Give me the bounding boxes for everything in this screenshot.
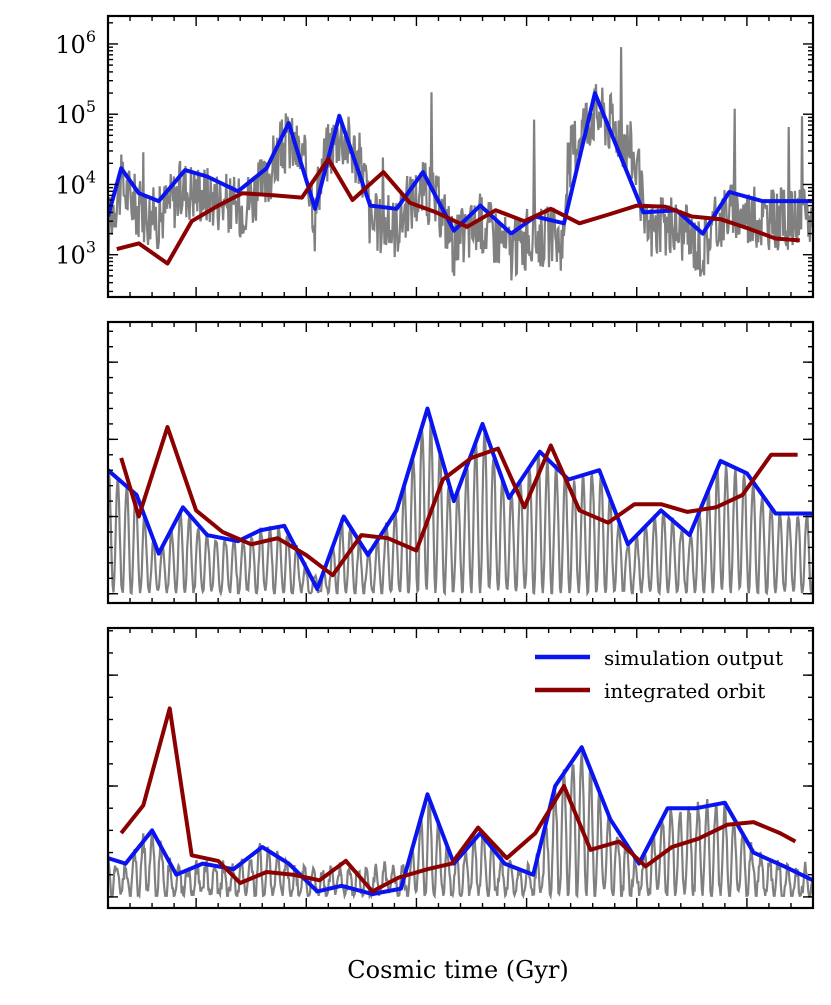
background-trajectory-trace: [108, 47, 813, 281]
y-tick-label: 106: [55, 27, 96, 59]
y-tick-label-base: 10: [55, 31, 86, 59]
y-tick-label: 105: [55, 97, 96, 129]
y-tick-label: 103: [55, 238, 96, 270]
y-tick-label-exponent: 4: [86, 167, 96, 186]
series-line-integrated-orbit: [119, 425, 798, 578]
y-tick-label-exponent: 3: [86, 238, 96, 257]
legend-label-simulation-output: simulation output: [604, 646, 783, 670]
y-tick-label-exponent: 6: [86, 27, 96, 46]
y-tick-label-base: 10: [55, 171, 86, 199]
legend-label-integrated-orbit: integrated orbit: [604, 679, 765, 703]
y-tick-label: 104: [55, 167, 96, 199]
series-line-integrated-orbit: [119, 706, 797, 894]
y-tick-label-exponent: 5: [86, 97, 96, 116]
plot-area: [108, 706, 813, 901]
y-tick-label-base: 10: [55, 242, 86, 270]
x-axis-label: Cosmic time (Gyr): [347, 956, 568, 984]
panel-height: [106, 626, 815, 910]
plot-area: [108, 47, 813, 281]
panel-radius: [106, 320, 815, 605]
y-tick-label-base: 10: [55, 101, 86, 129]
plot-area: [108, 406, 813, 597]
legend: simulation output integrated orbit: [535, 646, 783, 703]
series-line-integrated-orbit: [116, 157, 800, 266]
background-trajectory-trace: [108, 418, 813, 597]
background-trajectory-trace: [108, 750, 813, 901]
series-line-simulation-output: [108, 406, 813, 592]
